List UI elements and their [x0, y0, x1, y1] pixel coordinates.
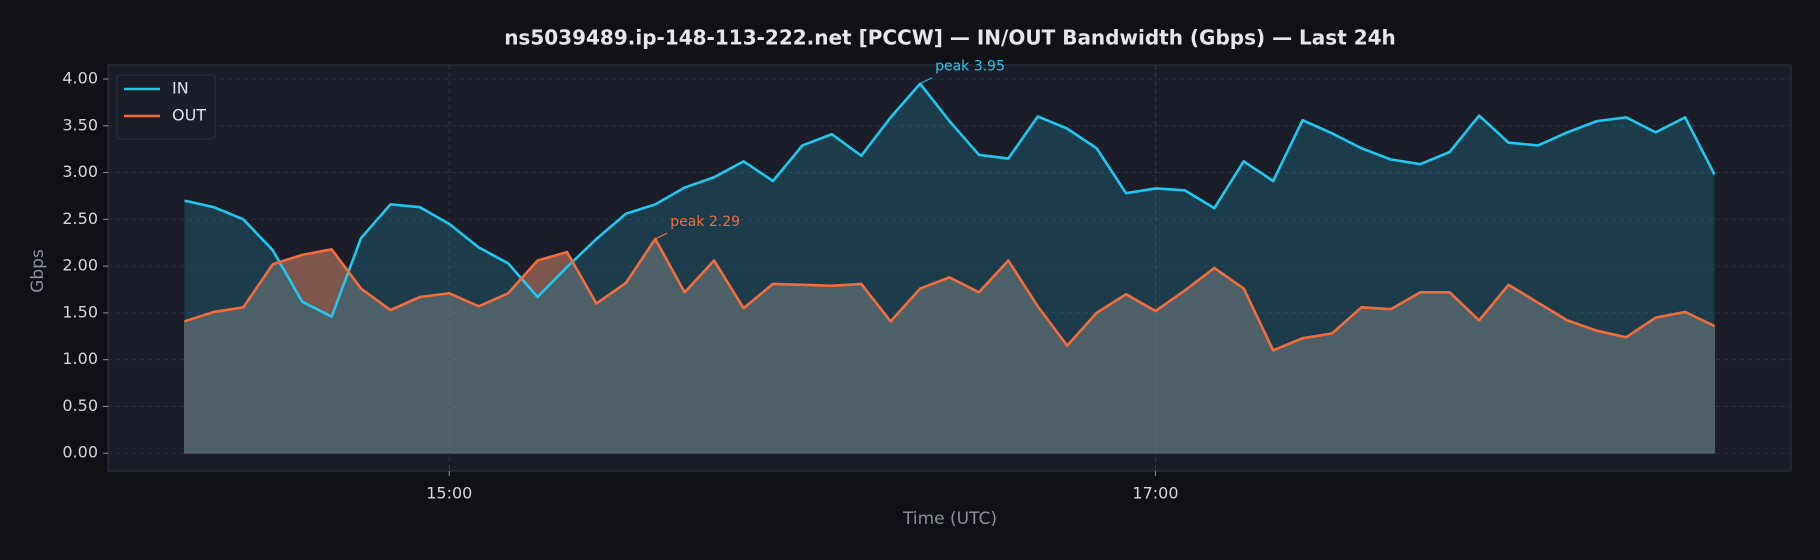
y-axis-label: Gbps: [28, 249, 48, 293]
chart-title: ns5039489.ip-148-113-222.net [PCCW] — IN…: [504, 26, 1396, 50]
x-tick-label: 17:00: [1132, 484, 1178, 503]
annotation-arrow: [655, 232, 668, 240]
y-tick-label: 4.00: [62, 69, 98, 88]
legend-label: OUT: [172, 106, 206, 125]
legend-label: IN: [172, 79, 189, 98]
annotation-arrow: [919, 77, 933, 85]
y-tick-label: 1.50: [62, 302, 98, 321]
x-tick-label: 15:00: [426, 484, 472, 503]
plot-area: [107, 64, 1792, 472]
annotation: peak 2.29: [670, 214, 740, 230]
in-area: [184, 83, 1715, 454]
y-tick-label: 0.00: [62, 443, 98, 462]
legend-box: [116, 74, 216, 140]
y-tick-label: 1.00: [62, 349, 98, 368]
y-tick-label: 3.00: [62, 162, 98, 181]
annotation: peak 3.95: [935, 59, 1005, 75]
y-tick-label: 0.50: [62, 396, 98, 415]
series-line: [184, 82, 1716, 318]
y-tick-label: 2.50: [62, 209, 98, 228]
y-tick-label: 2.00: [62, 256, 98, 275]
y-tick-label: 3.50: [62, 115, 98, 134]
legend: IN OUT: [116, 74, 216, 140]
x-axis-label: Time (UTC): [902, 509, 997, 529]
series-line: [184, 237, 1716, 352]
